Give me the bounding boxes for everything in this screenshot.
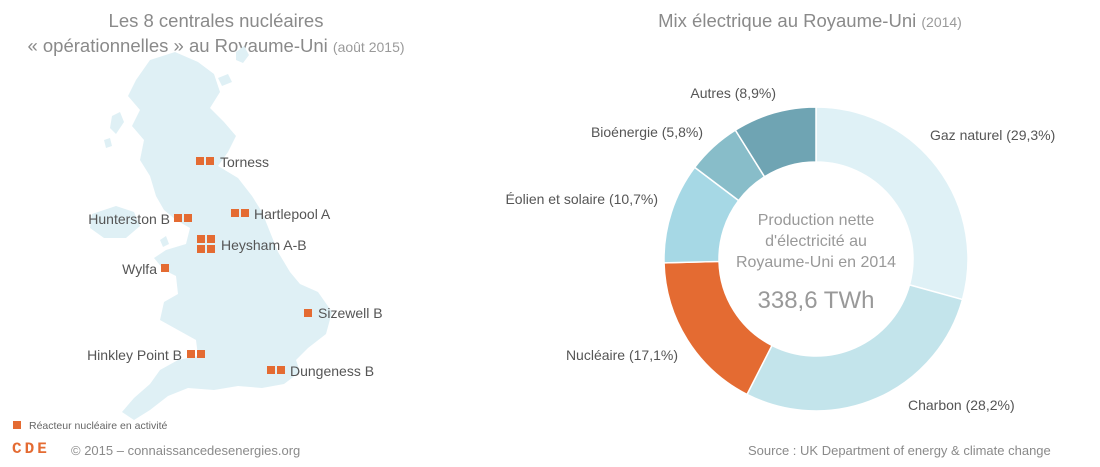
reactor-hartlepool bbox=[241, 209, 249, 217]
plant-label-hartlepool: Hartlepool A bbox=[254, 206, 331, 222]
slice-label-wind-solar: Éolien et solaire (10,7%) bbox=[505, 191, 658, 207]
reactor-markers bbox=[161, 157, 312, 374]
plant-label-torness: Torness bbox=[220, 154, 269, 170]
donut-slice-5 bbox=[734, 106, 817, 178]
mix-title: Mix électrique au Royaume-Uni (2014) bbox=[600, 8, 1020, 35]
plant-label-dungeness: Dungeness B bbox=[290, 363, 374, 379]
plant-label-heysham: Heysham A-B bbox=[221, 237, 307, 253]
reactor-dungeness bbox=[267, 366, 275, 374]
legend-reactor-label: Réacteur nucléaire en activité bbox=[29, 420, 167, 432]
center-value: 338,6 TWh bbox=[758, 287, 875, 314]
reactor-heysham bbox=[207, 235, 215, 243]
reactor-torness bbox=[206, 157, 214, 165]
center-text-line3: Royaume-Uni en 2014 bbox=[736, 254, 896, 271]
reactor-wylfa bbox=[161, 264, 169, 272]
map-title-line2: « opérationnelles » au Royaume-Uni bbox=[27, 35, 328, 56]
plant-label-hinkley: Hinkley Point B bbox=[87, 347, 182, 363]
center-text-line2: d'électricité au bbox=[765, 233, 867, 250]
donut-slice-2 bbox=[663, 260, 773, 396]
cde-logo: CDE bbox=[12, 440, 50, 458]
reactor-dungeness bbox=[277, 366, 285, 374]
reactor-heysham bbox=[207, 245, 215, 253]
slice-label-gas: Gaz naturel (29,3%) bbox=[930, 127, 1055, 143]
map-title: Les 8 centrales nucléaires « opérationne… bbox=[0, 8, 432, 60]
donut-slice-1 bbox=[745, 283, 964, 412]
reactor-hunterston bbox=[184, 214, 192, 222]
reactor-hinkley bbox=[187, 350, 195, 358]
map-title-date: (août 2015) bbox=[332, 39, 405, 55]
uk-map: Torness Hartlepool A Hunterston B Heysha… bbox=[13, 46, 383, 432]
reactor-hinkley bbox=[197, 350, 205, 358]
center-text-line1: Production nette bbox=[758, 212, 875, 229]
reactor-torness bbox=[196, 157, 204, 165]
reactor-hunterston bbox=[174, 214, 182, 222]
source: Source : UK Department of energy & clima… bbox=[748, 443, 1051, 458]
donut-slice-0 bbox=[815, 106, 969, 301]
slice-label-nuclear: Nucléaire (17,1%) bbox=[566, 347, 678, 363]
copyright: © 2015 – connaissancedesenergies.org bbox=[71, 443, 301, 458]
plant-label-hunterston: Hunterston B bbox=[88, 211, 170, 227]
slice-label-other: Autres (8,9%) bbox=[690, 85, 776, 101]
reactor-sizewell bbox=[304, 309, 312, 317]
reactor-heysham bbox=[197, 235, 205, 243]
chart-title: Mix électrique au Royaume-Uni bbox=[658, 10, 917, 31]
legend-reactor-swatch bbox=[13, 421, 21, 429]
slice-label-bioenergy: Bioénergie (5,8%) bbox=[591, 124, 703, 140]
cde-logo-text: CDE bbox=[12, 440, 50, 458]
chart-subtitle: (2014) bbox=[921, 14, 962, 30]
reactor-hartlepool bbox=[231, 209, 239, 217]
plant-label-sizewell: Sizewell B bbox=[318, 305, 383, 321]
map-title-line1: Les 8 centrales nucléaires bbox=[108, 10, 324, 31]
slice-label-coal: Charbon (28,2%) bbox=[908, 397, 1015, 413]
uk-landmass bbox=[90, 46, 332, 420]
plant-label-wylfa: Wylfa bbox=[122, 261, 157, 277]
reactor-heysham bbox=[197, 245, 205, 253]
